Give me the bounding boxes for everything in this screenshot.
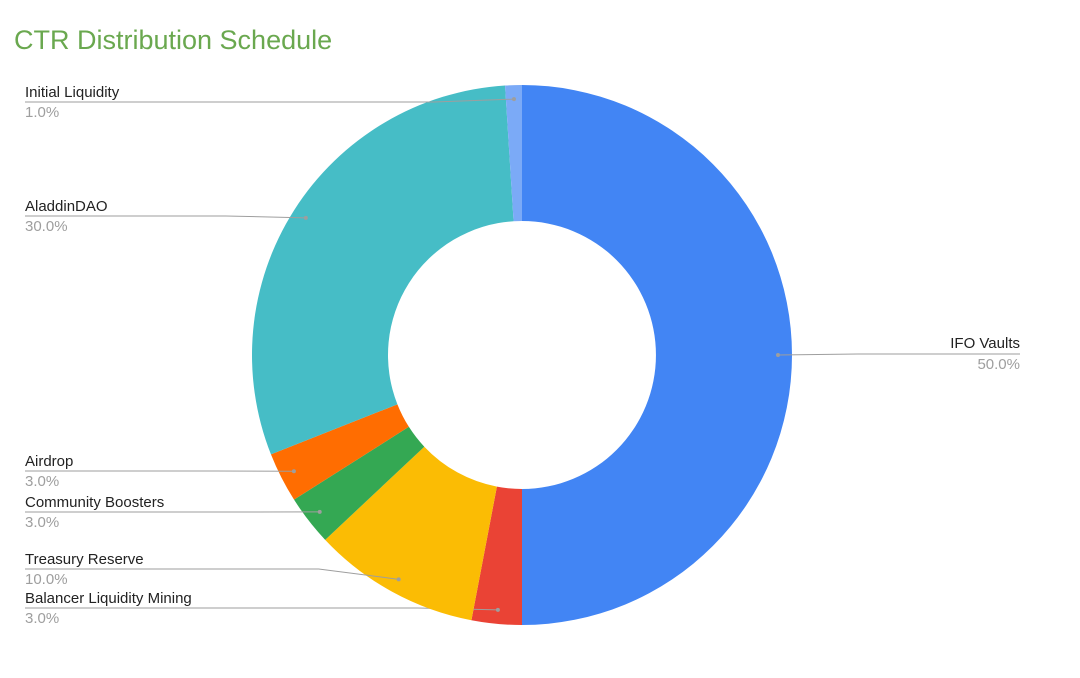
- leader-line: [25, 215, 306, 219]
- leader-dot: [511, 97, 516, 102]
- slice-percent: 1.0%: [25, 104, 59, 121]
- donut-slice: [325, 446, 497, 621]
- slice-label: Airdrop: [25, 453, 73, 470]
- slice-label: Balancer Liquidity Mining: [25, 590, 192, 607]
- slice-percent: 3.0%: [25, 514, 59, 531]
- slice-percent: 3.0%: [25, 610, 59, 627]
- leader-line: [25, 568, 399, 580]
- leader-dot: [396, 577, 401, 582]
- leader-line: [25, 607, 498, 611]
- leader-dot: [495, 607, 500, 612]
- leader-line: [25, 98, 514, 103]
- leader-dot: [303, 215, 308, 220]
- slice-label: Treasury Reserve: [25, 551, 144, 568]
- donut-slice: [294, 426, 425, 540]
- donut-slice: [471, 486, 522, 625]
- slice-percent: 10.0%: [25, 571, 68, 588]
- leader-dot: [317, 509, 322, 514]
- slice-label: IFO Vaults: [950, 335, 1020, 352]
- donut-slice: [252, 85, 514, 455]
- slice-percent: 3.0%: [25, 473, 59, 490]
- leader-dot: [776, 353, 780, 357]
- slice-label: Initial Liquidity: [25, 84, 120, 101]
- leader-dot: [291, 469, 296, 474]
- donut-slice: [270, 404, 409, 500]
- slice-percent: 30.0%: [25, 218, 68, 235]
- donut-slice: [505, 85, 522, 222]
- donut-slice: [522, 85, 792, 625]
- leader-line: [777, 353, 1020, 356]
- slice-label: Community Boosters: [25, 494, 164, 511]
- slice-label: AladdinDAO: [25, 198, 108, 215]
- chart-title: CTR Distribution Schedule: [14, 25, 332, 55]
- slice-percent: 50.0%: [977, 356, 1020, 373]
